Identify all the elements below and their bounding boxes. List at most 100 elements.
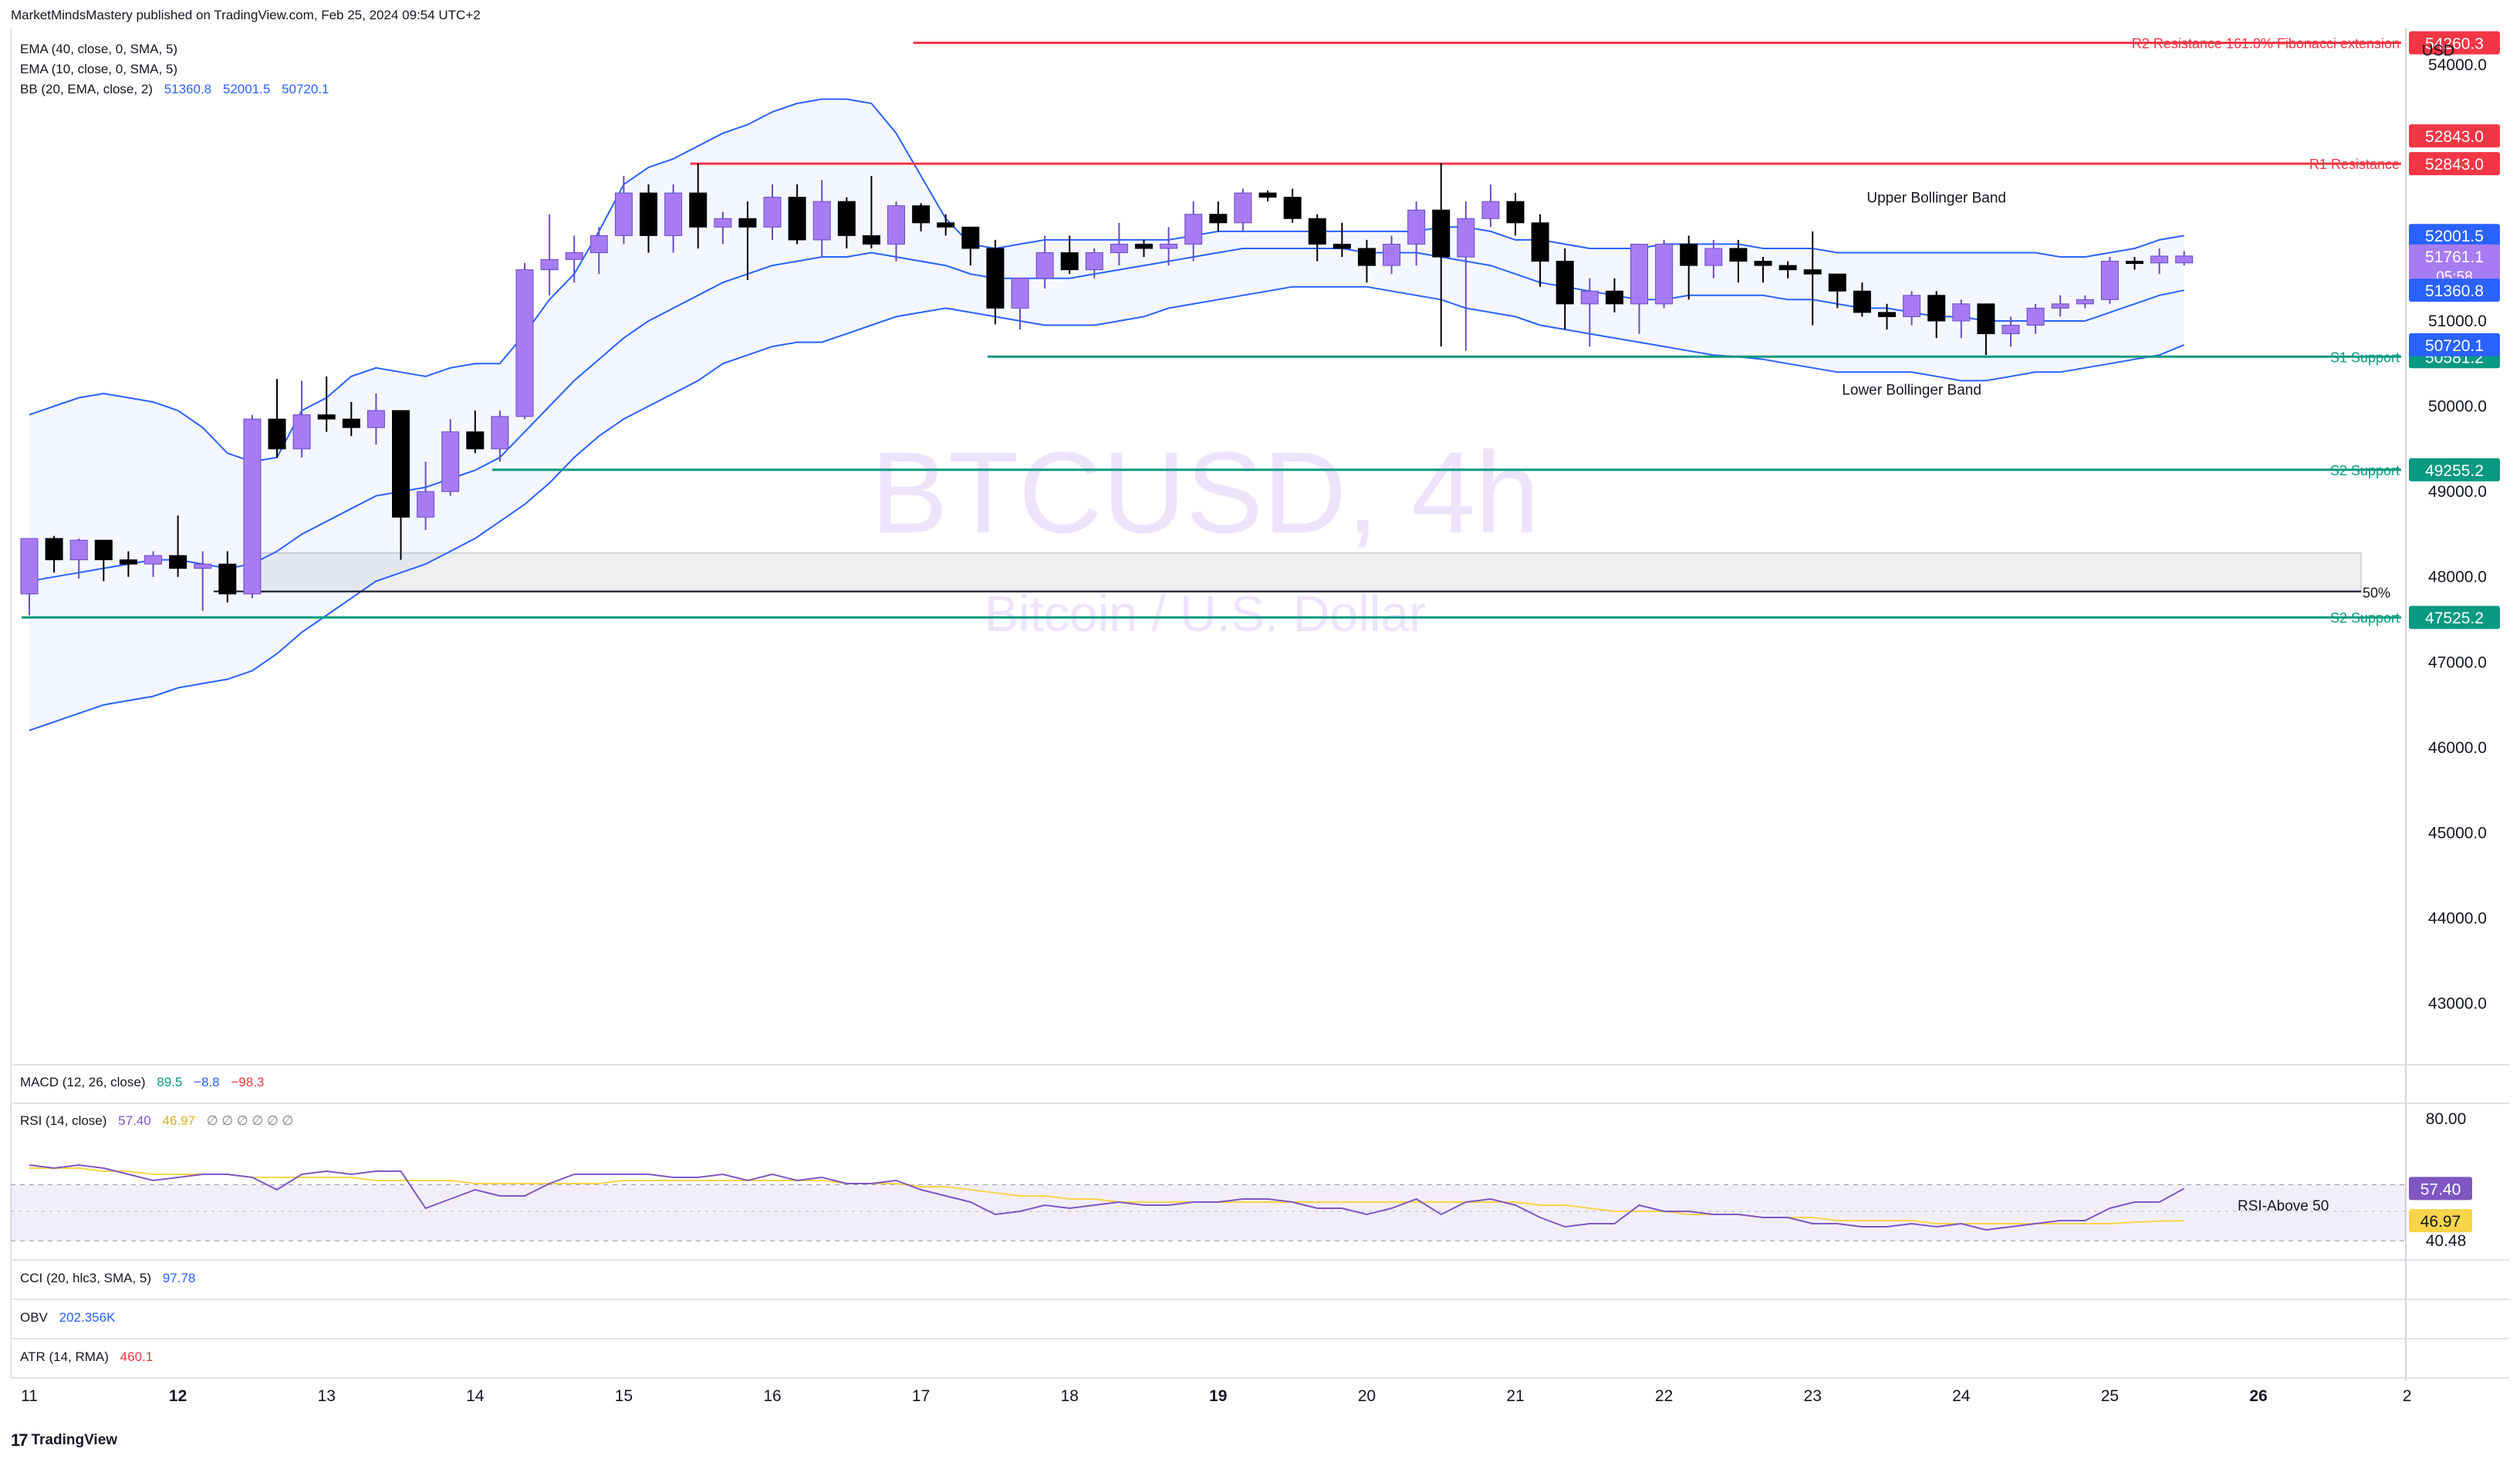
candle-body-46 xyxy=(1160,243,1178,249)
time-tick-4: 15 xyxy=(615,1387,633,1405)
candle-body-59 xyxy=(1481,201,1500,219)
price-tick-0: 43000.0 xyxy=(2428,995,2487,1013)
candle-body-43 xyxy=(1085,252,1103,271)
price-tick-9: 54000.0 xyxy=(2428,56,2487,74)
rsi-tick-0: 80.00 xyxy=(2426,1110,2467,1128)
candle-body-76 xyxy=(1903,295,1921,317)
level-price-text-3: 49255.2 xyxy=(2425,462,2484,480)
price-tag-text-1: 52001.5 xyxy=(2425,228,2484,245)
candle-body-6 xyxy=(169,555,187,569)
time-tick-11: 22 xyxy=(1655,1387,1673,1405)
macd-value-3: −98.3 xyxy=(231,1075,265,1089)
publisher-caption: MarketMindsMastery published on TradingV… xyxy=(11,8,481,22)
level-label-4: S2 Support xyxy=(2330,610,2400,626)
candle-body-17 xyxy=(441,431,460,492)
candle-body-31 xyxy=(788,197,806,241)
price-tag-1 xyxy=(2409,224,2500,248)
ema40-label: EMA (40, close, 0, SMA, 5) xyxy=(20,42,178,56)
time-tick-10: 21 xyxy=(1506,1387,1524,1405)
candle-body-47 xyxy=(1184,214,1203,245)
price-tag-text-3: 51360.8 xyxy=(2425,282,2484,300)
candle-body-41 xyxy=(1035,252,1054,279)
candle-body-15 xyxy=(392,410,410,518)
price-tick-6: 49000.0 xyxy=(2428,483,2487,501)
candle-body-13 xyxy=(342,418,360,428)
level-price-text-1: 52843.0 xyxy=(2425,156,2484,174)
legend-macd[interactable]: MACD (12, 26, close) 89.5 −8.8 −98.3 xyxy=(20,1075,272,1090)
tradingview-brand[interactable]: 17 TradingView xyxy=(11,1430,117,1451)
candle-body-40 xyxy=(1011,278,1029,309)
candle-body-8 xyxy=(218,563,237,595)
candle-body-58 xyxy=(1457,218,1475,258)
candle-body-57 xyxy=(1432,209,1451,258)
candle-body-78 xyxy=(1952,303,1971,322)
candle-body-73 xyxy=(1828,273,1846,292)
bb-value-upper: 52001.5 xyxy=(222,82,271,96)
obv-value: 202.356K xyxy=(59,1310,116,1325)
rsi-ma-line xyxy=(29,1167,2184,1224)
candle-body-38 xyxy=(961,226,980,249)
legend-bb[interactable]: BB (20, EMA, close, 2) 51360.8 52001.5 5… xyxy=(20,82,337,97)
level-price-tag-3 xyxy=(2409,458,2500,481)
obv-label: OBV xyxy=(20,1310,48,1325)
time-tick-0: 11 xyxy=(21,1387,38,1405)
candle-body-68 xyxy=(1704,248,1723,266)
legend-atr[interactable]: ATR (14, RMA) 460.1 xyxy=(20,1349,160,1365)
candle-body-74 xyxy=(1853,290,1871,313)
candle-body-24 xyxy=(614,192,633,236)
bb-label: BB (20, EMA, close, 2) xyxy=(20,82,153,96)
candle-body-63 xyxy=(1580,290,1599,305)
candle-body-7 xyxy=(194,563,212,569)
candle-body-48 xyxy=(1209,214,1228,224)
rsi-ma-value: 46.97 xyxy=(162,1113,195,1128)
legend-ema40[interactable]: EMA (40, close, 0, SMA, 5) xyxy=(20,42,185,57)
candle-body-87 xyxy=(2175,255,2194,264)
price-tick-1: 44000.0 xyxy=(2428,910,2487,927)
consolidation-zone xyxy=(244,552,2362,593)
time-tick-12: 23 xyxy=(1804,1387,1822,1405)
candle-body-83 xyxy=(2076,299,2094,305)
rsi-annotation: RSI-Above 50 xyxy=(2238,1198,2329,1214)
atr-value: 460.1 xyxy=(120,1349,154,1364)
price-tick-4: 47000.0 xyxy=(2428,654,2487,671)
candle-body-79 xyxy=(1977,303,1995,335)
time-tick-8: 19 xyxy=(1209,1387,1227,1405)
candle-body-14 xyxy=(367,410,385,428)
rsi-current-tag xyxy=(2409,1177,2472,1201)
candle-body-60 xyxy=(1506,201,1525,224)
legend-rsi[interactable]: RSI (14, close) 57.40 46.97 ∅ ∅ ∅ ∅ ∅ ∅ xyxy=(20,1113,301,1129)
brand-name: TradingView xyxy=(31,1432,118,1448)
ema10-label: EMA (10, close, 0, SMA, 5) xyxy=(20,62,178,76)
legend-cci[interactable]: CCI (20, hlc3, SMA, 5) 97.78 xyxy=(20,1271,203,1286)
watermark-title: BTCUSD, 4h xyxy=(871,427,1540,557)
legend-ema10[interactable]: EMA (10, close, 0, SMA, 5) xyxy=(20,62,185,77)
atr-label: ATR (14, RMA) xyxy=(20,1349,109,1364)
watermark-subtitle: Bitcoin / U.S. Dollar xyxy=(985,585,1426,642)
price-tick-3: 46000.0 xyxy=(2428,739,2487,757)
candle-body-54 xyxy=(1357,248,1376,266)
legend-obv[interactable]: OBV 202.356K xyxy=(20,1310,123,1326)
bb-value-lower: 50720.1 xyxy=(282,82,329,96)
candle-body-69 xyxy=(1729,248,1748,262)
rsi-empty-values: ∅ ∅ ∅ ∅ ∅ ∅ xyxy=(206,1113,294,1128)
rsi-value: 57.40 xyxy=(118,1113,151,1128)
candle-body-52 xyxy=(1308,218,1326,245)
candle-body-21 xyxy=(540,258,559,271)
candle-body-56 xyxy=(1407,209,1426,245)
candle-body-82 xyxy=(2051,303,2069,309)
candle-body-53 xyxy=(1333,243,1351,249)
candle-body-72 xyxy=(1803,269,1822,275)
candle-body-34 xyxy=(862,235,880,245)
candle-body-42 xyxy=(1060,252,1079,271)
candle-body-81 xyxy=(2026,307,2045,326)
candle-body-36 xyxy=(912,205,931,224)
candle-body-20 xyxy=(515,269,534,417)
candle-body-61 xyxy=(1531,222,1549,262)
candle-body-62 xyxy=(1556,261,1574,305)
candle-body-35 xyxy=(887,205,905,245)
candle-body-4 xyxy=(119,559,137,565)
candle-body-70 xyxy=(1754,261,1772,266)
rsi-ma-tag xyxy=(2409,1209,2472,1233)
price-tag-3 xyxy=(2409,279,2500,302)
